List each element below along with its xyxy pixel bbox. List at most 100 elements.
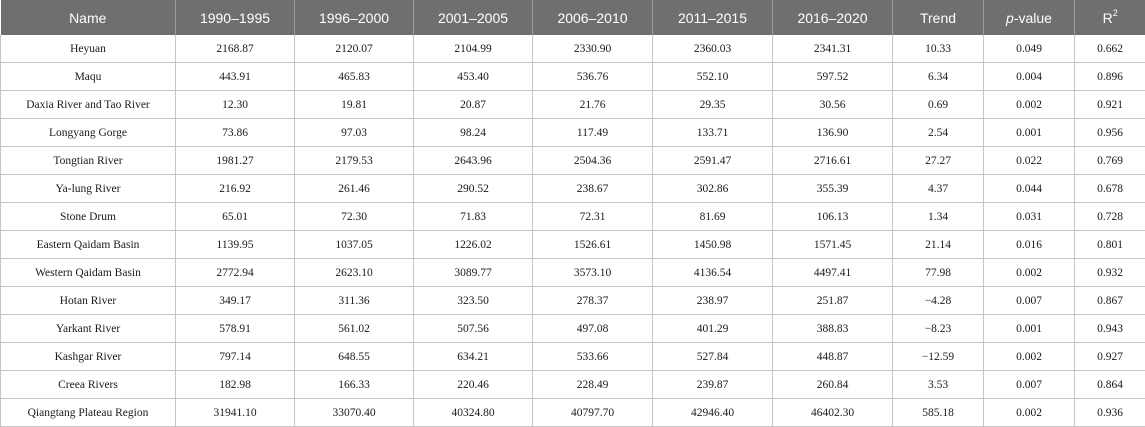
cell-trend: 27.27 (893, 147, 984, 175)
cell-period-5: 552.10 (653, 63, 773, 91)
cell-period-2: 97.03 (295, 119, 414, 147)
cell-period-1: 1981.27 (176, 147, 295, 175)
cell-r-squared: 0.943 (1075, 315, 1145, 343)
cell-name: Maqu (1, 63, 176, 91)
cell-name: Daxia River and Tao River (1, 91, 176, 119)
cell-period-2: 648.55 (295, 343, 414, 371)
cell-r-squared: 0.932 (1075, 259, 1145, 287)
cell-period-5: 2591.47 (653, 147, 773, 175)
cell-period-5: 29.35 (653, 91, 773, 119)
cell-period-5: 4136.54 (653, 259, 773, 287)
cell-period-2: 33070.40 (295, 399, 414, 427)
cell-period-1: 216.92 (176, 175, 295, 203)
cell-period-5: 42946.40 (653, 399, 773, 427)
cell-p-value: 0.044 (984, 175, 1075, 203)
cell-period-4: 497.08 (533, 315, 653, 343)
cell-trend: 6.34 (893, 63, 984, 91)
cell-period-1: 443.91 (176, 63, 295, 91)
cell-name: Longyang Gorge (1, 119, 176, 147)
cell-period-3: 220.46 (414, 371, 533, 399)
cell-name: Western Qaidam Basin (1, 259, 176, 287)
cell-period-4: 2504.36 (533, 147, 653, 175)
cell-trend: 21.14 (893, 231, 984, 259)
cell-period-3: 71.83 (414, 203, 533, 231)
cell-period-4: 3573.10 (533, 259, 653, 287)
cell-period-1: 73.86 (176, 119, 295, 147)
cell-period-1: 182.98 (176, 371, 295, 399)
cell-p-value: 0.016 (984, 231, 1075, 259)
cell-name: Creea Rivers (1, 371, 176, 399)
cell-name: Kashgar River (1, 343, 176, 371)
cell-p-value: 0.002 (984, 399, 1075, 427)
cell-period-4: 1526.61 (533, 231, 653, 259)
cell-trend: 585.18 (893, 399, 984, 427)
cell-period-4: 238.67 (533, 175, 653, 203)
cell-period-2: 166.33 (295, 371, 414, 399)
cell-trend: 4.37 (893, 175, 984, 203)
cell-name: Eastern Qaidam Basin (1, 231, 176, 259)
cell-period-1: 797.14 (176, 343, 295, 371)
cell-name: Qiangtang Plateau Region (1, 399, 176, 427)
cell-r-squared: 0.956 (1075, 119, 1145, 147)
cell-name: Hotan River (1, 287, 176, 315)
cell-name: Stone Drum (1, 203, 176, 231)
cell-period-6: 355.39 (773, 175, 893, 203)
cell-p-value: 0.001 (984, 119, 1075, 147)
cell-r-squared: 0.867 (1075, 287, 1145, 315)
cell-name: Heyuan (1, 35, 176, 63)
cell-r-squared: 0.896 (1075, 63, 1145, 91)
cell-r-squared: 0.801 (1075, 231, 1145, 259)
header-period-3: 2001–2005 (414, 0, 533, 35)
cell-period-3: 634.21 (414, 343, 533, 371)
cell-period-4: 536.76 (533, 63, 653, 91)
cell-period-5: 1450.98 (653, 231, 773, 259)
cell-period-1: 349.17 (176, 287, 295, 315)
cell-trend: 10.33 (893, 35, 984, 63)
cell-period-3: 1226.02 (414, 231, 533, 259)
header-period-4: 2006–2010 (533, 0, 653, 35)
cell-p-value: 0.004 (984, 63, 1075, 91)
cell-period-5: 81.69 (653, 203, 773, 231)
cell-p-value: 0.007 (984, 287, 1075, 315)
cell-r-squared: 0.728 (1075, 203, 1145, 231)
header-period-6: 2016–2020 (773, 0, 893, 35)
cell-period-5: 2360.03 (653, 35, 773, 63)
cell-trend: 77.98 (893, 259, 984, 287)
cell-period-6: 30.56 (773, 91, 893, 119)
cell-period-6: 2341.31 (773, 35, 893, 63)
cell-name: Tongtian River (1, 147, 176, 175)
cell-period-2: 2120.07 (295, 35, 414, 63)
cell-period-1: 578.91 (176, 315, 295, 343)
cell-period-2: 2623.10 (295, 259, 414, 287)
cell-period-1: 65.01 (176, 203, 295, 231)
cell-period-4: 72.31 (533, 203, 653, 231)
cell-period-6: 1571.45 (773, 231, 893, 259)
cell-r-squared: 0.678 (1075, 175, 1145, 203)
cell-p-value: 0.002 (984, 91, 1075, 119)
cell-period-6: 388.83 (773, 315, 893, 343)
cell-trend: 2.54 (893, 119, 984, 147)
cell-p-value: 0.049 (984, 35, 1075, 63)
cell-period-6: 597.52 (773, 63, 893, 91)
cell-trend: 3.53 (893, 371, 984, 399)
cell-period-6: 136.90 (773, 119, 893, 147)
cell-period-1: 2772.94 (176, 259, 295, 287)
cell-period-4: 117.49 (533, 119, 653, 147)
cell-period-3: 3089.77 (414, 259, 533, 287)
cell-period-4: 228.49 (533, 371, 653, 399)
header-period-1: 1990–1995 (176, 0, 295, 35)
cell-period-3: 20.87 (414, 91, 533, 119)
cell-period-5: 238.97 (653, 287, 773, 315)
header-period-2: 1996–2000 (295, 0, 414, 35)
cell-period-5: 401.29 (653, 315, 773, 343)
cell-period-1: 1139.95 (176, 231, 295, 259)
header-p-value: p-value (984, 0, 1075, 35)
